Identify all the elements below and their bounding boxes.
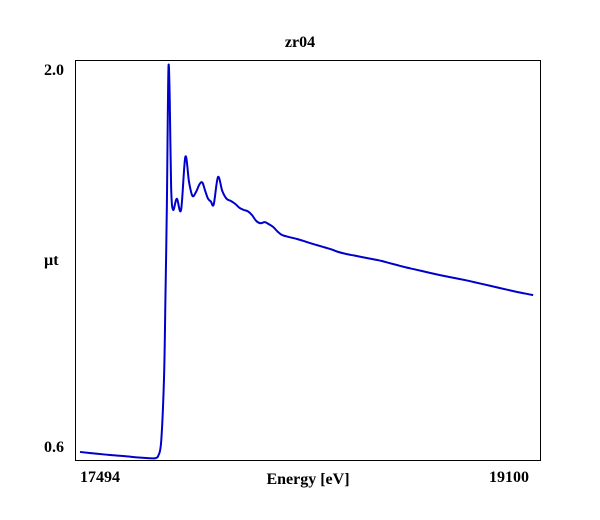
- x-tick-label-max: 19100: [489, 469, 529, 486]
- series-line-0: [79, 63, 534, 460]
- series-layer: [79, 63, 534, 460]
- y-tick-label-min: 0.6: [44, 439, 64, 456]
- plot-frame: [75, 60, 541, 461]
- x-tick-label-min: 17494: [80, 469, 120, 486]
- y-tick-label-max: 2.0: [44, 62, 64, 79]
- x-axis-label: Energy [eV]: [266, 471, 350, 488]
- y-axis-label: µt: [44, 252, 59, 269]
- chart-title: zr04: [284, 34, 316, 51]
